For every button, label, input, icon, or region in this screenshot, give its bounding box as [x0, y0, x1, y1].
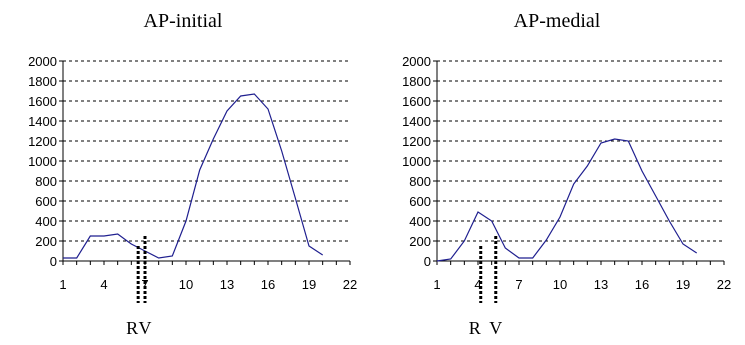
marker-label-R: R [469, 318, 481, 338]
x-tick-label: 4 [100, 277, 107, 292]
y-tick-label: 1800 [28, 74, 57, 89]
x-tick-label: 19 [676, 277, 690, 292]
y-tick-label: 1200 [402, 134, 431, 149]
chart-panel-2: AP-medial 0 200 400 600 800 1000 1200 1400 1600 18… [402, 10, 731, 338]
x-tick-label: 10 [553, 277, 567, 292]
chart-panel-1: AP-initial 0 200 400 600 800 1000 1200 1400 1600 1… [28, 10, 357, 338]
x-tick-label: 22 [343, 277, 357, 292]
y-tick-label: 800 [35, 174, 57, 189]
x-tick-label: 1 [59, 277, 66, 292]
y-tick-label: 0 [424, 254, 431, 269]
chart-title: AP-initial [144, 10, 223, 32]
chart-title: AP-medial [514, 10, 601, 32]
y-tick-label: 1200 [28, 134, 57, 149]
x-tick-label: 13 [220, 277, 234, 292]
y-tick-label: 1600 [28, 94, 57, 109]
y-tick-label: 800 [409, 174, 431, 189]
y-tick-label: 1400 [402, 114, 431, 129]
y-tick-label: 2000 [28, 54, 57, 69]
y-tick-label: 0 [50, 254, 57, 269]
x-tick-label: 1 [433, 277, 440, 292]
x-tick-label: 7 [141, 277, 148, 292]
x-tick-label: 22 [717, 277, 731, 292]
y-tick-label: 1000 [402, 154, 431, 169]
series-line [63, 93, 324, 259]
y-tick-label: 400 [35, 214, 57, 229]
x-tick-label: 16 [261, 277, 275, 292]
x-tick-label: 19 [302, 277, 316, 292]
x-tick-label: 16 [635, 277, 649, 292]
y-tick-label: 1600 [402, 94, 431, 109]
y-tick-label: 200 [35, 234, 57, 249]
y-tick-label: 600 [35, 194, 57, 209]
y-tick-label: 1000 [28, 154, 57, 169]
x-tick-label: 13 [594, 277, 608, 292]
x-tick-label: 7 [515, 277, 522, 292]
y-tick-label: 600 [409, 194, 431, 209]
y-tick-label: 400 [409, 214, 431, 229]
y-tick-label: 200 [409, 234, 431, 249]
x-tick-label: 10 [179, 277, 193, 292]
x-tick-label: 4 [474, 277, 481, 292]
y-tick-label: 1400 [28, 114, 57, 129]
marker-label-R: R [126, 318, 138, 338]
y-tick-label: 2000 [402, 54, 431, 69]
y-tick-label: 1800 [402, 74, 431, 89]
series-line [436, 138, 698, 262]
marker-label-V: V [489, 318, 502, 338]
marker-label-V: V [139, 318, 152, 338]
